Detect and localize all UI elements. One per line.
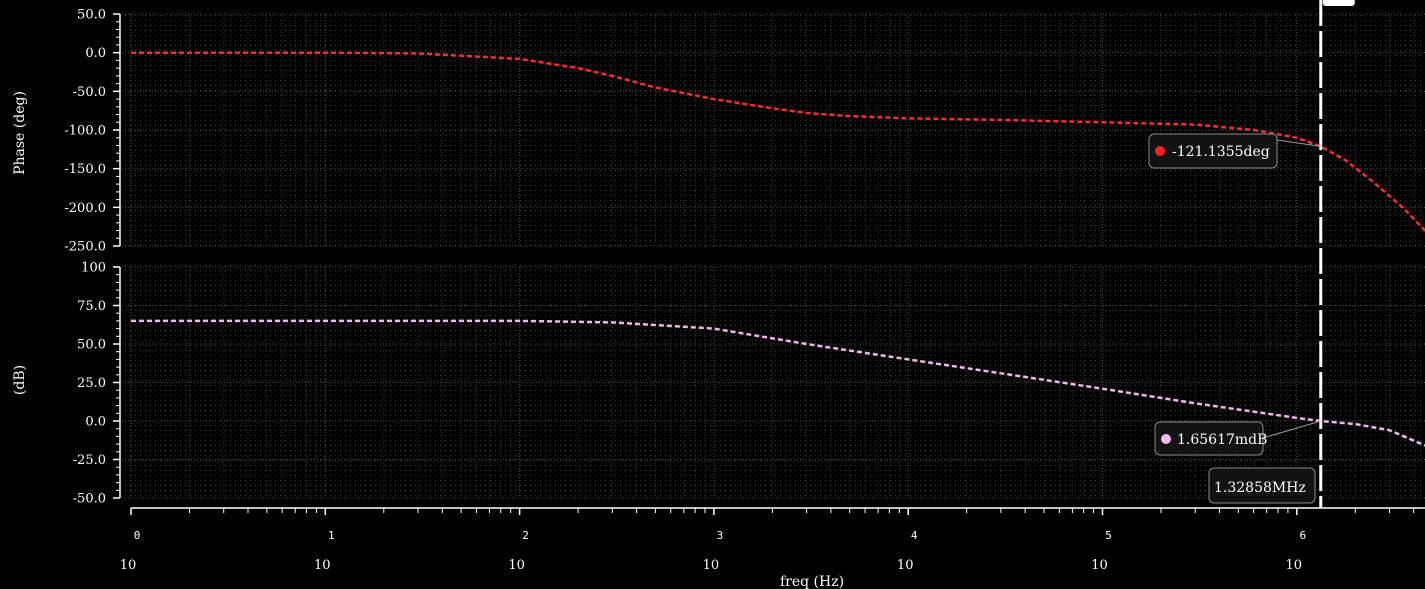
magnitude-curve: [131, 319, 1425, 447]
x-tick-exponent: 4: [911, 529, 918, 542]
x-tick-exponent: 5: [1105, 529, 1112, 542]
y-tick-label: 75.0: [77, 299, 106, 314]
y-tick-label: 25.0: [77, 376, 106, 391]
y-tick-label: 50.0: [77, 338, 106, 353]
frequency-marker[interactable]: 1.32858MHz: [1208, 467, 1316, 504]
magnitude-series: [131, 319, 1425, 447]
x-tick-base: 10: [703, 558, 720, 573]
x-tick-base: 10: [314, 558, 331, 573]
x-tick-exponent: 6: [1299, 529, 1306, 542]
y-tick-label: -100.0: [64, 124, 106, 139]
y-tick-label: -200.0: [64, 201, 106, 216]
y-tick-label: -250.0: [64, 240, 106, 255]
phase-curve: [131, 51, 1425, 233]
x-tick-base: 10: [897, 558, 914, 573]
phase-marker[interactable]: -121.1355deg: [1148, 133, 1321, 169]
x-tick-exponent: 2: [522, 529, 529, 542]
magnitude-plot-area: [122, 265, 1425, 498]
y-tick-label: -50.0: [73, 85, 106, 100]
x-tick-base: 10: [1091, 558, 1108, 573]
x-axis-title: freq (Hz): [780, 574, 844, 589]
phase-axis-title: Phase (deg): [12, 91, 28, 175]
magnitude-panel: 100 75.0 50.0 25.0 0.0 -25.0 -50.0 (dB): [12, 261, 1425, 507]
magnitude-marker-leader: [1262, 420, 1321, 439]
magnitude-marker-dot: [1161, 434, 1171, 444]
phase-series: [131, 51, 1425, 233]
phase-marker-box[interactable]: [1148, 133, 1278, 169]
magnitude-marker-box[interactable]: [1154, 421, 1264, 456]
y-tick-label: 100: [81, 261, 106, 276]
y-tick-label: -50.0: [73, 492, 106, 507]
y-tick-label: -25.0: [73, 453, 106, 468]
phase-marker-value: -121.1355deg: [1172, 144, 1270, 160]
x-tick-exponent: 3: [717, 529, 724, 542]
phase-y-axis: 50.0 0.0 -50.0 -100.0 -150.0 -200.0 -250.0: [64, 8, 121, 255]
magnitude-axis-title: (dB): [12, 365, 28, 395]
phase-grid: [122, 13, 1425, 247]
phase-marker-dot: [1155, 146, 1165, 156]
magnitude-marker[interactable]: 1.65617mdB: [1154, 420, 1321, 456]
x-tick-base: 10: [1286, 558, 1303, 573]
y-tick-label: 50.0: [77, 8, 106, 23]
x-tick-base: 10: [120, 558, 137, 573]
magnitude-marker-value: 1.65617mdB: [1177, 432, 1267, 448]
x-tick-base: 10: [508, 558, 525, 573]
y-tick-label: 0.0: [85, 415, 106, 430]
phase-marker-leader: [1276, 139, 1321, 147]
cursor-handle[interactable]: [1322, 0, 1355, 6]
frequency-marker-box[interactable]: [1208, 467, 1316, 504]
magnitude-y-axis: 100 75.0 50.0 25.0 0.0 -25.0 -50.0: [73, 261, 121, 507]
x-axis: 0 10 1 10 2 10 3 10 4 10 5 10 6 10: [120, 507, 1425, 573]
phase-panel: 50.0 0.0 -50.0 -100.0 -150.0 -200.0 -250.0 Pha…: [12, 8, 1425, 255]
x-tick-exponent: 1: [328, 529, 335, 542]
magnitude-grid: [122, 266, 1425, 499]
y-tick-label: 0.0: [85, 46, 106, 61]
y-tick-label: -150.0: [64, 162, 106, 177]
x-tick-exponent: 0: [134, 529, 141, 542]
frequency-marker-value: 1.32858MHz: [1214, 480, 1306, 496]
